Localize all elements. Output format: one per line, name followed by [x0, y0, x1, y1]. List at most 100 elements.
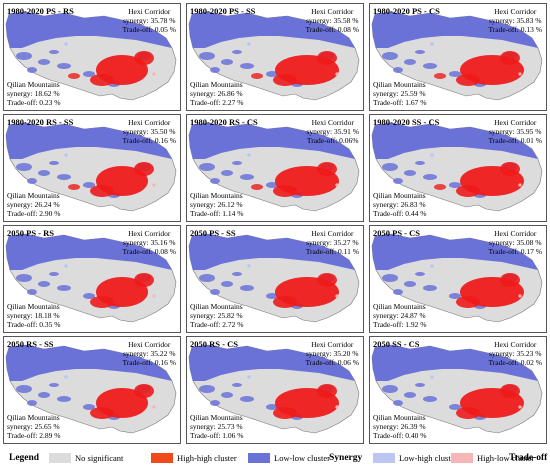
low-low-patch — [49, 383, 59, 387]
low-low-patch — [83, 182, 95, 188]
high-low-patch — [335, 405, 339, 409]
low-low-patch — [240, 174, 254, 180]
hexi-synergy: synergy: 35.50 % — [122, 127, 176, 136]
high-low-patch — [152, 405, 156, 409]
high-low-patch — [518, 294, 522, 298]
map-panel: 2050 PS - SS Hexi Corridor synergy: 35.27 … — [186, 225, 364, 333]
low-low-patch — [210, 400, 220, 406]
qilian-tradeoff: Trade-off: 1.06 % — [190, 431, 244, 440]
high-low-patch — [518, 405, 522, 409]
low-low-patch — [393, 178, 403, 184]
qilian-title: Qilian Mountains — [373, 413, 426, 422]
high-low-patch — [152, 294, 156, 298]
low-high-patch — [247, 375, 251, 379]
qilian-tradeoff: Trade-off: 1.14 % — [190, 209, 244, 218]
hexi-tradeoff: Trade-off: 0.08 % — [305, 25, 359, 34]
hexi-title: Hexi Corridor — [128, 7, 171, 16]
qilian-mountains-stats: Qilian Mountains synergy: 18.62 % Trade-of… — [7, 80, 61, 107]
low-low-patch — [240, 63, 254, 69]
high-high-patch — [500, 51, 520, 65]
panel-title: 2050 SS - CS — [373, 339, 420, 349]
qilian-mountains-stats: Qilian Mountains synergy: 25.59 % Trade-of… — [373, 80, 427, 107]
low-low-patch — [415, 272, 425, 276]
qilian-mountains-stats: Qilian Mountains synergy: 18.18 % Trade-of… — [7, 302, 61, 329]
qilian-tradeoff: Trade-off: 2.72 % — [190, 320, 244, 329]
region-map — [371, 344, 543, 434]
hexi-synergy: synergy: 35.27 % — [306, 238, 359, 247]
region-map — [188, 122, 360, 212]
legend-title: Legend — [9, 453, 40, 463]
low-high-patch — [247, 42, 251, 46]
low-low-patch — [38, 392, 50, 398]
low-low-patch — [423, 285, 437, 291]
high-high-patch — [456, 74, 480, 86]
high-high-patch — [456, 407, 480, 419]
hexi-tradeoff: Trade-off: 0.01 % — [488, 136, 542, 145]
low-low-patch — [449, 404, 461, 410]
legend-item-no-significant: No significant — [49, 453, 123, 463]
hexi-title: Hexi Corridor — [128, 340, 171, 349]
low-low-patch — [266, 71, 278, 77]
legend-item-high-low: High-low cluster — [451, 453, 534, 463]
qilian-title: Qilian Mountains — [190, 191, 243, 200]
high-low-patch — [335, 183, 339, 187]
low-low-cluster-area — [189, 12, 355, 48]
low-low-patch — [382, 52, 398, 60]
high-high-patch — [134, 384, 154, 398]
hexi-tradeoff: Trade-off: 0.13 % — [488, 25, 542, 34]
high-high-patch — [251, 184, 263, 190]
high-high-patch — [317, 384, 337, 398]
panel-title: 2050 RS - SS — [7, 339, 54, 349]
high-high-patch — [134, 51, 154, 65]
qilian-title: Qilian Mountains — [373, 80, 426, 89]
map-panel: 1980-2020 RS - SS Hexi Corridor synergy: 3… — [3, 114, 181, 222]
map-panel: 1980-2020 PS - RS Hexi Corridor synergy: 3… — [3, 3, 181, 111]
low-low-patch — [57, 285, 71, 291]
swatch-high-high — [151, 453, 173, 463]
low-low-patch — [415, 161, 425, 165]
low-low-patch — [27, 67, 37, 73]
hexi-synergy: synergy: 35.22 % — [122, 349, 176, 358]
region-map — [5, 344, 177, 434]
low-high-patch — [64, 375, 68, 379]
qilian-synergy: synergy: 26.86 % — [190, 89, 243, 98]
high-high-patch — [500, 273, 520, 287]
low-low-cluster-area — [372, 12, 538, 48]
low-low-patch — [382, 163, 398, 171]
hexi-tradeoff: Trade-off: 0.02 % — [488, 358, 542, 367]
hexi-synergy: synergy: 35.91 % — [306, 127, 359, 136]
qilian-synergy: synergy: 24.87 % — [373, 311, 426, 320]
qilian-title: Qilian Mountains — [7, 191, 60, 200]
hexi-synergy: synergy: 35.58 % — [305, 16, 359, 25]
high-high-patch — [273, 185, 297, 197]
hexi-title: Hexi Corridor — [128, 118, 171, 127]
qilian-tradeoff: Trade-off: 0.35 % — [7, 320, 61, 329]
high-high-patch — [456, 185, 480, 197]
legend-item-high-high: High-high cluster — [151, 453, 237, 463]
qilian-tradeoff: Trade-off: 1.92 % — [373, 320, 427, 329]
low-low-cluster-area — [372, 234, 538, 270]
high-high-patch — [273, 407, 297, 419]
low-low-patch — [83, 71, 95, 77]
low-low-patch — [266, 182, 278, 188]
low-low-patch — [266, 404, 278, 410]
low-low-patch — [83, 293, 95, 299]
low-low-patch — [404, 392, 416, 398]
qilian-synergy: synergy: 25.82 % — [190, 311, 243, 320]
high-low-patch — [518, 183, 522, 187]
map-panel: 1980-2020 RS - CS Hexi Corridor synergy: 3… — [186, 114, 364, 222]
hexi-corridor-stats: Hexi Corridor synergy: 35.91 % Trade-off: … — [306, 118, 359, 145]
qilian-synergy: synergy: 26.12 % — [190, 200, 243, 209]
low-low-patch — [423, 396, 437, 402]
low-high-patch — [430, 42, 434, 46]
high-low-patch — [152, 183, 156, 187]
low-low-patch — [423, 174, 437, 180]
hexi-tradeoff: Trade-off: 0.11 % — [305, 247, 359, 256]
qilian-title: Qilian Mountains — [190, 413, 243, 422]
low-low-patch — [27, 400, 37, 406]
panel-title: 2050 PS - SS — [190, 228, 236, 238]
qilian-mountains-stats: Qilian Mountains synergy: 26.39 % Trade-of… — [373, 413, 427, 440]
low-low-patch — [404, 59, 416, 65]
legend-label-low-high: Low-high cluster — [399, 453, 458, 463]
legend-label-high-high: High-high cluster — [177, 453, 237, 463]
